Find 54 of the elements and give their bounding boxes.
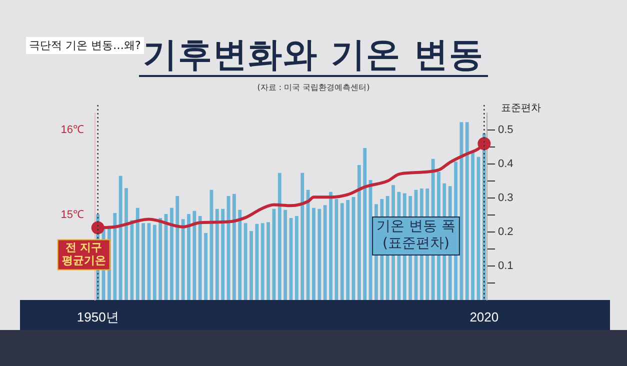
bar [192,210,196,300]
bar [130,220,134,300]
bar [278,172,282,300]
bar [340,203,344,300]
bar [329,192,332,300]
y-tick-label: 16℃ [60,124,84,136]
bar [118,176,122,300]
y2-axis-title: 표준편차 [501,103,541,114]
bar [346,200,350,300]
bar [284,210,288,300]
bar [323,205,327,300]
x-tick-label: 2020 [470,309,499,324]
bar [250,230,253,300]
bar [465,122,469,300]
text: 극단적 기온 변동…왜? [26,37,144,54]
bar [471,152,474,300]
y2-tick-label: 0.4 [498,158,514,170]
bar [113,212,117,300]
bar [318,208,322,300]
series-label: 전 지구 평균기온 [62,241,106,268]
bar [176,196,180,300]
bar [142,223,145,300]
chart-title: 기후변화와 기온 변동 [139,35,488,77]
bar [170,208,174,300]
bar [187,214,190,300]
y2-tick-label: 0.3 [498,192,514,204]
bar [266,222,270,300]
bar [238,210,242,300]
x-tick-label: 1950년 [76,309,119,324]
bar [260,223,264,300]
bar [204,233,208,300]
bar [300,172,304,300]
series-label: 기온 변동 폭 (표준편차) [376,218,456,252]
bar [124,188,128,300]
bar [221,208,225,300]
bar [136,208,140,300]
bar [181,219,185,300]
y2-tick-label: 0.2 [498,226,514,238]
bar [158,218,162,300]
bar [215,208,219,300]
bar [198,216,202,300]
y2-tick-label: 0.1 [498,260,514,272]
bar [294,216,298,300]
y2-tick-label: 0.5 [498,124,514,136]
bar [312,208,316,300]
bar [232,194,236,300]
y-tick-label: 15℃ [60,209,84,222]
bar [255,224,259,300]
bar [244,223,248,300]
chart-subtitle: (자료 : 미국 국립환경예측센터) [256,82,371,93]
bar [363,148,367,300]
bar [334,199,338,300]
bar [152,224,156,300]
bar [357,165,361,300]
